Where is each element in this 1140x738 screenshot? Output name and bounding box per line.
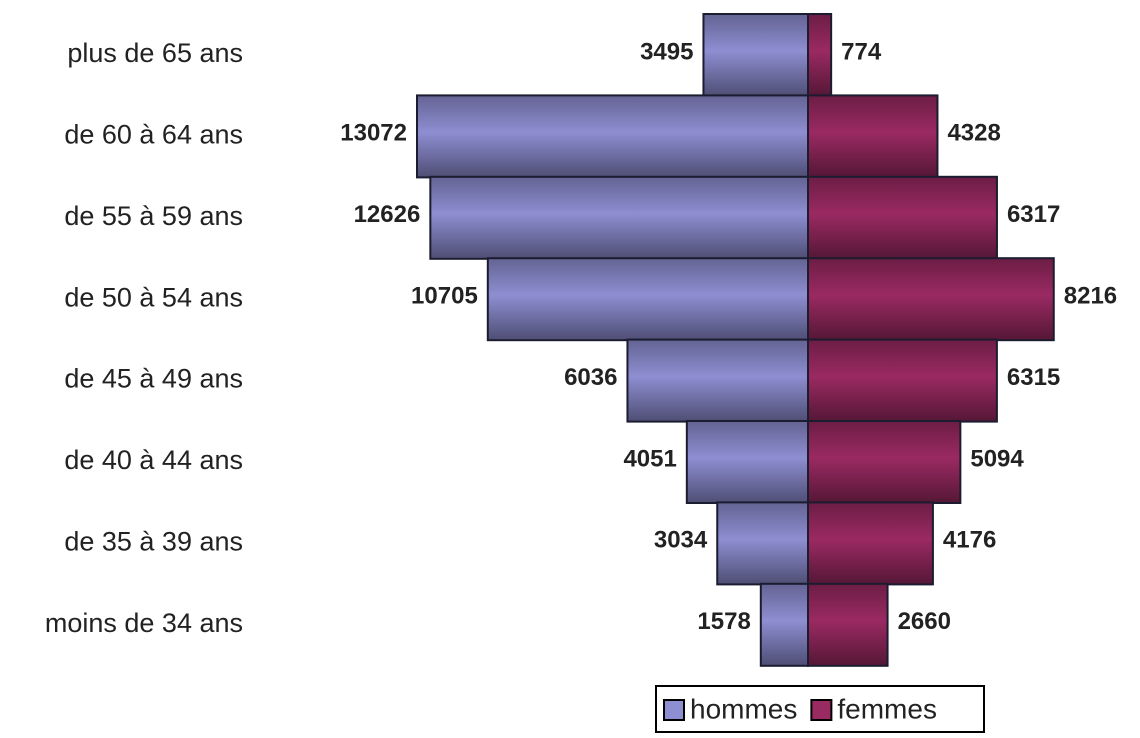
category-label: de 55 à 59 ans xyxy=(64,201,243,231)
bar xyxy=(759,582,810,667)
bar xyxy=(685,420,809,504)
category-label: de 50 à 54 ans xyxy=(64,282,243,312)
bar xyxy=(702,13,809,97)
value-label: 4176 xyxy=(943,527,996,554)
bar xyxy=(807,257,1055,342)
value-label: 4051 xyxy=(623,445,676,472)
bar xyxy=(807,13,833,97)
category-label: plus de 65 ans xyxy=(67,38,243,68)
bar xyxy=(807,175,998,260)
bar xyxy=(429,175,809,260)
bar xyxy=(807,501,934,586)
category-label: de 60 à 64 ans xyxy=(64,120,243,150)
value-label: 1578 xyxy=(697,608,750,635)
bar xyxy=(807,94,939,179)
value-label: 4328 xyxy=(947,120,1000,147)
value-label: 3034 xyxy=(654,527,708,554)
value-label: 2660 xyxy=(898,608,951,635)
value-label: 774 xyxy=(841,38,882,65)
bar xyxy=(807,338,998,423)
bar xyxy=(626,338,809,423)
value-label: 12626 xyxy=(354,201,421,228)
legend-swatch xyxy=(810,699,833,721)
category-label: de 45 à 49 ans xyxy=(64,364,243,394)
legend-label: hommes xyxy=(690,693,797,724)
value-label: 6315 xyxy=(1007,364,1060,391)
value-label: 8216 xyxy=(1064,283,1117,310)
category-label: de 35 à 39 ans xyxy=(64,527,243,557)
value-label: 13072 xyxy=(340,120,407,147)
value-label: 6036 xyxy=(564,364,617,391)
legend-label: femmes xyxy=(837,693,937,724)
value-label: 3495 xyxy=(640,38,693,65)
bar xyxy=(807,420,962,504)
bar xyxy=(416,94,809,179)
value-label: 5094 xyxy=(970,445,1024,472)
legend-swatch xyxy=(663,699,685,721)
category-label: moins de 34 ans xyxy=(45,608,243,638)
bar xyxy=(807,582,889,667)
category-label: de 40 à 44 ans xyxy=(64,445,243,475)
value-label: 6317 xyxy=(1007,201,1060,228)
value-label: 10705 xyxy=(411,283,478,310)
bar xyxy=(716,501,809,586)
bar xyxy=(486,257,809,342)
